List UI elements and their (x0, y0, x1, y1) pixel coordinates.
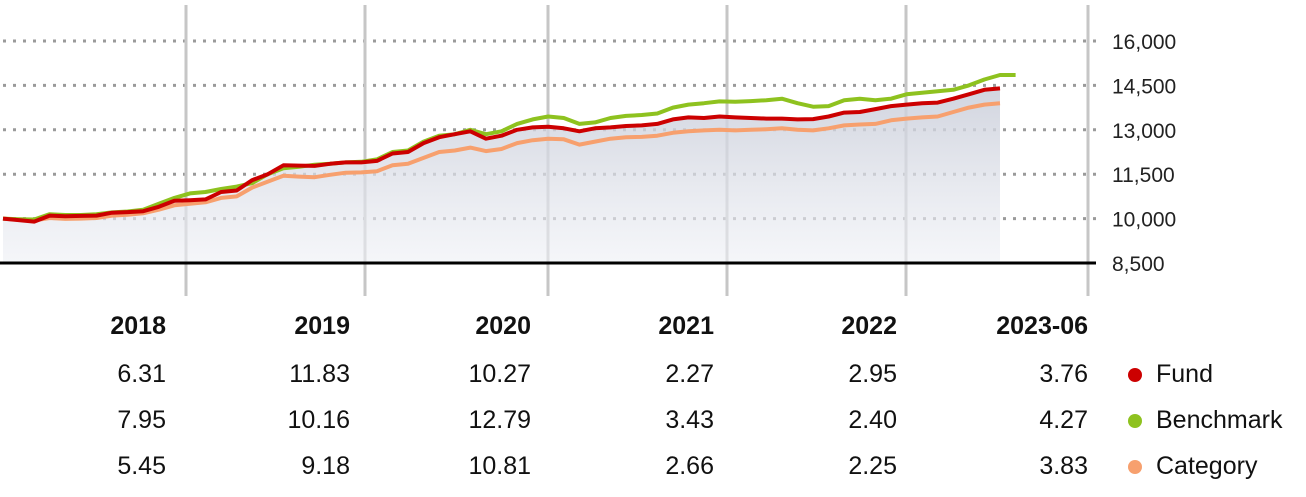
return-cell-category: 2.25 (848, 452, 897, 480)
return-cell-category: 3.83 (1039, 452, 1088, 480)
year-header-2021: 2021 (658, 312, 714, 340)
legend-dot-icon (1128, 413, 1142, 428)
legend-item-fund: Fund (1128, 360, 1213, 389)
legend-item-category: Category (1128, 452, 1257, 481)
series-line-category (2, 101, 1001, 223)
return-cell-benchmark: 4.27 (1039, 406, 1088, 434)
year-header-2019: 2019 (294, 312, 350, 340)
return-cell-category: 5.45 (117, 452, 166, 480)
series-lines (2, 73, 1016, 224)
ytick-label: 10,000 (1112, 209, 1176, 232)
ytick-label: 11,500 (1112, 164, 1175, 187)
ytick-label: 13,000 (1112, 120, 1176, 143)
return-cell-fund: 10.27 (468, 360, 531, 388)
legend-label: Category (1156, 452, 1258, 480)
legend-item-benchmark: Benchmark (1128, 406, 1282, 435)
growth-chart: 8,500 10,000 11,500 13,000 14,500 16,000 (0, 5, 1176, 296)
legend-dot-icon (1128, 459, 1142, 474)
return-cell-benchmark: 3.43 (665, 406, 714, 434)
series-line-benchmark (2, 73, 1016, 222)
return-cell-benchmark: 10.16 (287, 406, 350, 434)
return-cell-fund: 11.83 (289, 360, 350, 388)
return-cell-fund: 6.31 (117, 360, 166, 388)
y-axis-ticks: 8,500 10,000 11,500 13,000 14,500 16,000 (1112, 31, 1176, 276)
year-header-2018: 2018 (110, 312, 166, 340)
ytick-label: 14,500 (1112, 75, 1176, 98)
return-cell-category: 2.66 (665, 452, 714, 480)
return-cell-category: 9.18 (301, 452, 350, 480)
fund-area (3, 88, 1000, 264)
year-header-2023-06: 2023-06 (996, 312, 1088, 340)
year-header-2022: 2022 (841, 312, 897, 340)
legend-label: Benchmark (1156, 406, 1283, 434)
return-cell-benchmark: 12.79 (468, 406, 531, 434)
return-cell-fund: 2.95 (848, 360, 897, 388)
legend-dot-icon (1128, 367, 1142, 382)
return-cell-fund: 3.76 (1039, 360, 1088, 388)
return-cell-fund: 2.27 (665, 360, 714, 388)
return-cell-category: 10.81 (468, 452, 531, 480)
series-line-fund (2, 86, 1001, 224)
ytick-label: 8,500 (1112, 253, 1165, 276)
legend-label: Fund (1156, 360, 1213, 388)
return-cell-benchmark: 2.40 (848, 406, 897, 434)
year-header-2020: 2020 (475, 312, 531, 340)
fund-area-fill (3, 88, 1000, 264)
return-cell-benchmark: 7.95 (117, 406, 166, 434)
ytick-label: 16,000 (1112, 31, 1176, 54)
